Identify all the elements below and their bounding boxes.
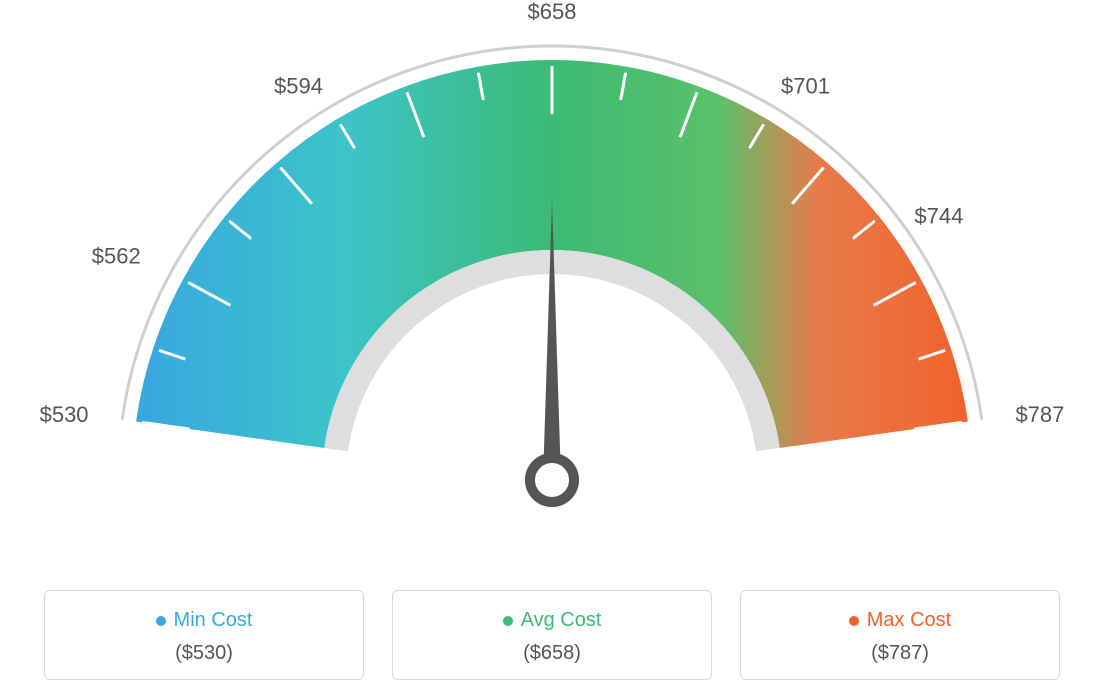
legend-title-text-avg: Avg Cost: [521, 609, 602, 632]
legend-card-max: Max Cost ($787): [740, 590, 1060, 680]
legend-title-avg: Avg Cost: [503, 609, 602, 632]
legend-title-min: Min Cost: [156, 609, 253, 632]
gauge-label: $787: [1015, 402, 1064, 427]
legend-card-min: Min Cost ($530): [44, 590, 364, 680]
legend-row: Min Cost ($530) Avg Cost ($658) Max Cost…: [0, 590, 1104, 680]
legend-value-min: ($530): [55, 642, 353, 665]
gauge-label: $744: [914, 204, 963, 229]
legend-dot-max: [849, 616, 859, 626]
gauge-label: $658: [528, 0, 577, 24]
legend-dot-min: [156, 616, 166, 626]
legend-title-text-max: Max Cost: [867, 609, 951, 632]
gauge-label: $530: [40, 402, 89, 427]
legend-title-text-min: Min Cost: [174, 609, 253, 632]
gauge-label: $562: [92, 244, 141, 269]
gauge-chart: $530 $562 $594 $658 $701 $744 $787: [0, 0, 1104, 560]
legend-title-max: Max Cost: [849, 609, 951, 632]
gauge-svg: $530 $562 $594 $658 $701 $744 $787: [0, 0, 1104, 560]
legend-value-avg: ($658): [403, 642, 701, 665]
gauge-needle-base: [530, 458, 574, 502]
gauge-label: $594: [274, 74, 323, 99]
legend-dot-avg: [503, 616, 513, 626]
legend-card-avg: Avg Cost ($658): [392, 590, 712, 680]
gauge-label: $701: [781, 74, 830, 99]
legend-value-max: ($787): [751, 642, 1049, 665]
